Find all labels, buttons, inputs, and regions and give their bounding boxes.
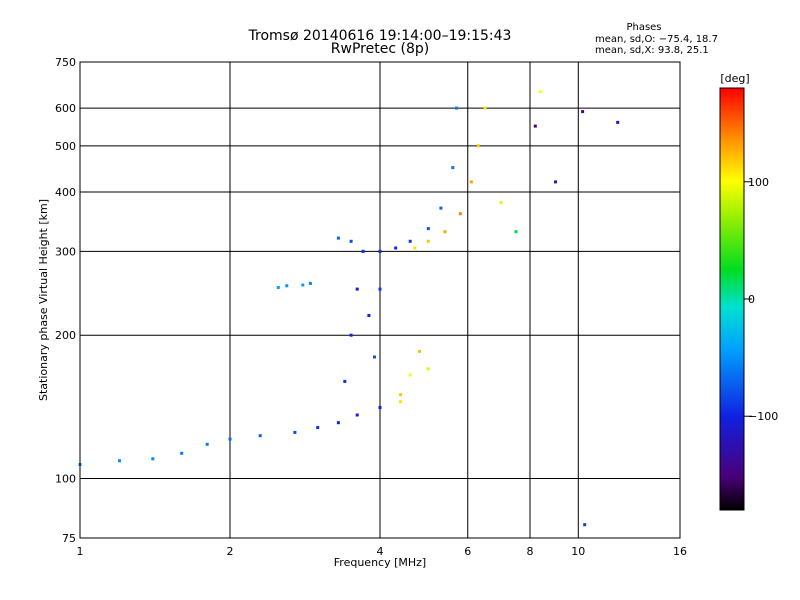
data-point-sparse [539, 90, 543, 94]
data-point-isolated-2.5 [276, 286, 280, 289]
phase-stats-x: mean, sd,X: 93.8, 25.1 [595, 45, 709, 56]
colorbar-tick-label: 0 [748, 293, 755, 306]
y-tick-label: 750 [55, 56, 76, 69]
data-point-e-layer [293, 430, 297, 434]
y-axis-label: Stationary phase Virtual Height [km] [37, 199, 50, 401]
data-point-spread-mid [399, 400, 403, 404]
data-points [78, 90, 620, 527]
chart-subtitle: RwPretec (8p) [331, 41, 429, 57]
chart-title: Tromsø 20140616 19:14:00–19:15:43 [248, 28, 512, 44]
data-point-f-trace-o [455, 106, 459, 110]
data-point-e-layer [151, 457, 155, 461]
data-point-f-trace-x [413, 246, 417, 250]
phase-stats-o: mean, sd,O: −75.4, 18.7 [595, 34, 718, 45]
y-tick-label: 300 [55, 245, 76, 258]
grid-lines [80, 62, 680, 538]
x-tick-label: 1 [77, 545, 84, 558]
data-point-isolated-2.5 [301, 283, 305, 287]
data-point-sparse [499, 201, 503, 205]
data-point-spread-low [373, 355, 376, 359]
data-point-f-trace-o [378, 249, 382, 253]
data-point-spread-low [343, 379, 347, 383]
data-point-e-layer [378, 406, 382, 409]
x-tick-label: 4 [377, 545, 384, 558]
data-point-spread-low [378, 287, 382, 291]
data-point-e-layer [399, 393, 403, 397]
data-point-e-layer [336, 421, 340, 425]
data-point-e-layer [180, 451, 184, 455]
y-tick-label: 500 [55, 140, 76, 153]
data-point-f-trace-o [451, 166, 455, 170]
x-axis-label: Frequency [MHz] [334, 556, 426, 569]
data-point-f-trace-o [426, 227, 430, 231]
colorbar-tick-label: 100 [748, 176, 769, 189]
data-point-spread-mid [418, 349, 421, 353]
x-tick-label: 6 [464, 545, 471, 558]
data-point-spread-low [355, 287, 359, 291]
data-point-sparse [583, 523, 587, 527]
x-tick-label: 10 [571, 545, 585, 558]
colorbar: [deg] 100 0 −100 [719, 72, 778, 511]
data-point-e-layer [118, 459, 121, 463]
data-point-f-trace-x [469, 180, 473, 184]
data-point-spread-mid [408, 373, 412, 377]
data-point-sparse [581, 110, 585, 114]
data-point-f-trace-o [394, 246, 398, 250]
y-tick-label: 200 [55, 329, 76, 342]
data-point-isolated-2.5 [308, 281, 312, 285]
phase-stats-heading: Phases [626, 22, 661, 33]
x-tick-label: 8 [527, 545, 534, 558]
data-point-f-trace-x [458, 212, 462, 216]
data-point-f-trace-o [349, 239, 353, 243]
plot-frame [79, 61, 681, 539]
data-point-f-trace-o [439, 206, 443, 210]
data-point-isolated-2.5 [285, 284, 289, 288]
data-point-sparse [533, 124, 537, 128]
data-point-f-trace-x [426, 239, 430, 243]
data-point-e-layer [258, 434, 262, 438]
data-point-e-layer [316, 426, 320, 429]
y-tick-label: 600 [55, 102, 76, 115]
data-point-f-trace-x [476, 144, 480, 148]
colorbar-ticks: 100 0 −100 [744, 176, 778, 423]
data-point-spread-low [349, 333, 353, 337]
data-point-f-trace-o [408, 239, 412, 243]
data-point-f-trace-x [443, 230, 447, 234]
colorbar-tick-label: −100 [748, 410, 778, 423]
y-tick-label: 400 [55, 186, 76, 199]
data-point-e-layer [205, 442, 209, 446]
y-tick-label: 75 [62, 532, 76, 545]
data-point-spread-low [367, 314, 371, 317]
data-point-e-layer [228, 437, 232, 441]
y-tick-label: 100 [55, 473, 76, 486]
x-tick-label: 16 [673, 545, 687, 558]
data-point-e-layer [355, 413, 359, 417]
data-point-f-trace-o [336, 236, 340, 240]
data-point-sparse [514, 230, 518, 234]
data-point-sparse [616, 120, 620, 124]
data-point-spread-mid [426, 367, 430, 371]
y-axis-ticks: 75 100 200 300 400 500 600 750 [55, 56, 76, 545]
x-axis-ticks: 1 2 4 6 8 10 16 [77, 545, 688, 558]
x-tick-label: 2 [227, 545, 234, 558]
colorbar-label: [deg] [720, 72, 749, 85]
data-point-f-trace-x [483, 106, 487, 110]
data-point-f-trace-o [361, 249, 365, 253]
colorbar-gradient [720, 88, 744, 510]
data-point-sparse [554, 180, 557, 184]
